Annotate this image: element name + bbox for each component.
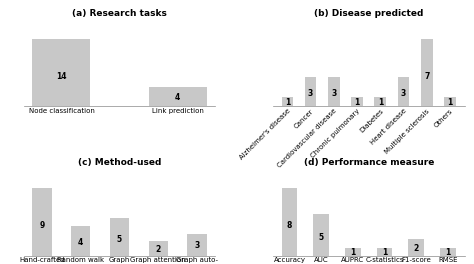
Bar xyxy=(444,97,456,106)
Bar xyxy=(408,239,424,256)
Text: 1: 1 xyxy=(350,248,356,257)
Bar xyxy=(305,77,317,106)
Text: 2: 2 xyxy=(155,245,161,254)
Bar xyxy=(313,214,329,256)
Bar xyxy=(148,241,168,256)
Bar xyxy=(282,97,293,106)
Bar xyxy=(71,226,91,256)
Text: 1: 1 xyxy=(355,98,360,107)
Bar xyxy=(110,219,129,256)
Text: 1: 1 xyxy=(445,248,450,257)
Text: 1: 1 xyxy=(285,98,290,107)
Bar xyxy=(187,234,207,256)
Bar xyxy=(377,248,392,256)
Text: 1: 1 xyxy=(382,248,387,257)
Bar xyxy=(328,77,340,106)
Bar xyxy=(374,97,386,106)
Bar xyxy=(351,97,363,106)
Text: 2: 2 xyxy=(414,244,419,253)
Bar xyxy=(32,39,91,106)
Text: 3: 3 xyxy=(401,89,406,98)
Bar xyxy=(421,39,433,106)
Bar xyxy=(148,87,207,106)
Text: 5: 5 xyxy=(319,233,324,242)
Text: 14: 14 xyxy=(56,72,67,81)
Title: (a) Research tasks: (a) Research tasks xyxy=(72,9,167,18)
Text: 3: 3 xyxy=(308,89,313,98)
Title: (c) Method-used: (c) Method-used xyxy=(78,158,161,167)
Text: 1: 1 xyxy=(447,98,453,107)
Bar xyxy=(32,188,52,256)
Text: 3: 3 xyxy=(194,241,200,251)
Bar xyxy=(440,248,456,256)
Bar xyxy=(398,77,410,106)
Title: (b) Disease predicted: (b) Disease predicted xyxy=(314,9,423,18)
Text: 9: 9 xyxy=(39,221,45,230)
Text: 3: 3 xyxy=(331,89,337,98)
Title: (d) Performance measure: (d) Performance measure xyxy=(303,158,434,167)
Text: 4: 4 xyxy=(78,238,83,247)
Bar xyxy=(282,188,297,256)
Text: 1: 1 xyxy=(378,98,383,107)
Bar xyxy=(345,248,361,256)
Text: 4: 4 xyxy=(175,93,180,102)
Text: 8: 8 xyxy=(287,221,292,230)
Text: 7: 7 xyxy=(424,72,429,81)
Text: 5: 5 xyxy=(117,235,122,244)
